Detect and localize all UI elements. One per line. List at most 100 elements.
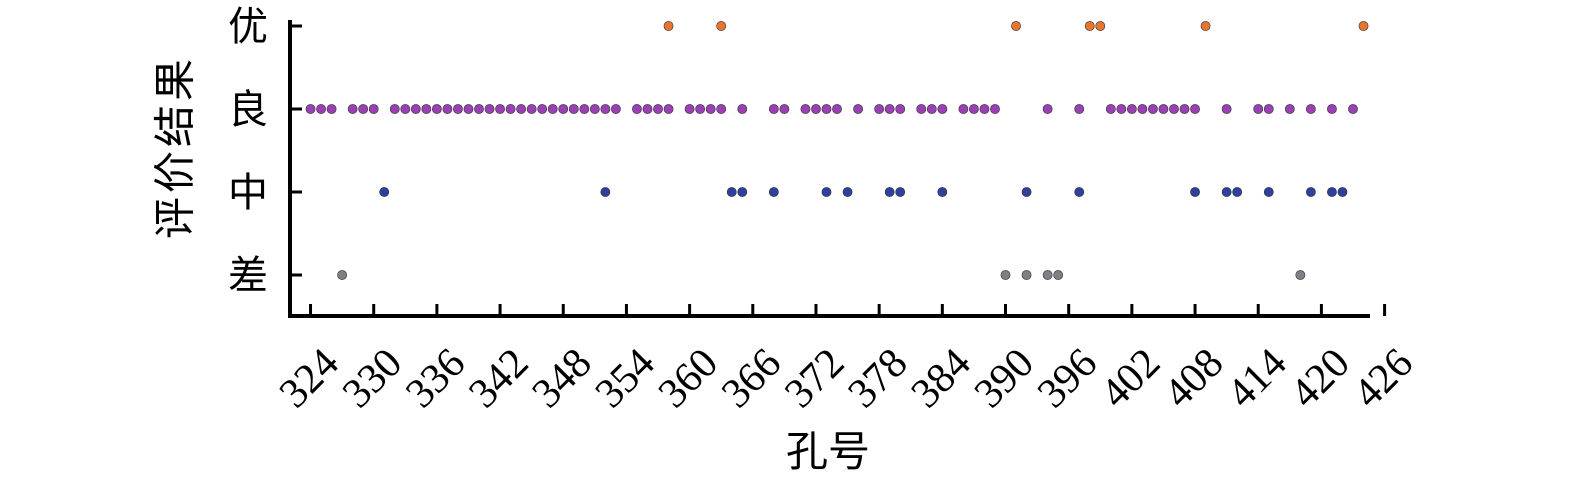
data-point [705,104,716,114]
x-tick-label: 390 [966,340,1043,417]
data-point [1084,21,1095,31]
data-point [726,187,737,197]
y-category-label: 良 [228,87,268,133]
data-point [358,104,369,114]
data-point [1200,21,1211,31]
data-point [853,104,863,114]
data-point [1074,104,1085,114]
data-point [453,104,463,114]
data-point [895,104,906,114]
y-axis-title-char: 价 [151,151,200,193]
x-tick-label: 384 [903,340,980,417]
data-point [926,104,937,114]
data-point [1053,270,1064,280]
axes [288,20,1387,318]
data-point [589,104,600,114]
data-point [568,104,579,114]
data-point [937,104,948,114]
data-point [474,104,484,114]
x-tick-label: 396 [1029,340,1106,417]
data-point [1295,270,1306,280]
data-point [1190,104,1200,114]
data-point [389,104,400,114]
data-point [463,104,474,114]
data-point [526,104,537,114]
data-point [431,104,442,114]
data-point [1284,104,1295,114]
x-tick-label: 342 [460,340,537,417]
data-point [1095,21,1106,31]
y-category-label: 优 [228,4,268,50]
data-point [779,104,790,114]
data-points [305,21,1369,280]
y-axis-title-char: 结 [151,105,200,147]
data-point [884,187,895,197]
x-tick-label: 348 [524,340,601,417]
data-point [1042,270,1053,280]
data-point [410,104,421,114]
data-point [1021,270,1032,280]
x-tick-label: 426 [1345,340,1422,417]
data-point [347,104,358,114]
x-tick-label: 330 [334,340,411,417]
data-point [1358,21,1369,31]
data-point [1305,104,1316,114]
data-point [684,104,695,114]
data-point [537,104,548,114]
data-point [1158,104,1169,114]
data-point [1137,104,1148,114]
data-point [368,104,379,114]
data-point [969,104,979,114]
data-point [821,104,832,114]
data-point [316,104,326,114]
data-point [305,104,316,114]
data-point [400,104,411,114]
data-point [1179,104,1190,114]
data-point [484,104,495,114]
data-point [842,187,853,197]
axis-lines [288,20,1370,318]
data-point [1263,104,1274,114]
y-category-label: 差 [228,253,268,299]
data-point [1000,270,1011,280]
data-point [1232,187,1243,197]
data-point [600,187,611,197]
data-point [547,104,558,114]
data-point [642,104,653,114]
x-tick-labels: 3243303363423483543603663723783843903964… [271,340,1422,417]
data-point [1327,187,1337,197]
x-tick-label: 366 [713,340,790,417]
data-point [979,104,990,114]
data-point [600,104,611,114]
data-point [1042,104,1053,114]
data-point [516,104,527,114]
data-point [737,104,748,114]
data-point [1105,104,1116,114]
data-point [821,187,832,197]
x-tick-label: 354 [587,340,664,417]
data-point [916,104,927,114]
data-point [958,104,969,114]
data-point [505,104,516,114]
data-point [663,21,674,31]
data-point [326,104,337,114]
x-tick-label: 378 [840,340,917,417]
data-point [1327,104,1337,114]
data-point [1011,21,1021,31]
data-point [1074,187,1085,197]
data-point [1263,187,1274,197]
data-point [379,187,390,197]
data-point [1253,104,1264,114]
data-point [1190,187,1200,197]
x-axis-title: 孔号 [786,427,870,476]
data-point [495,104,505,114]
x-tick-label: 414 [1219,340,1296,417]
data-point [1337,187,1348,197]
data-point [1126,104,1137,114]
x-tick-label: 402 [1092,340,1169,417]
data-point [895,187,906,197]
data-point [874,104,885,114]
data-point [1169,104,1179,114]
